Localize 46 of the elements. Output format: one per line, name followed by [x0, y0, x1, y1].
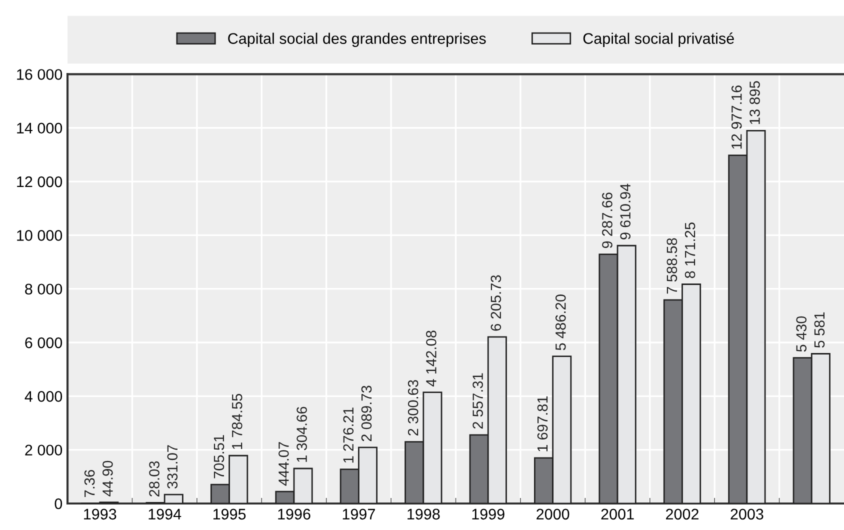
data-label: 1 697.81 — [537, 396, 548, 452]
y-tick-label: 16 000 — [17, 69, 62, 80]
x-tick-label: 1995 — [213, 508, 246, 520]
data-label: 9 287.66 — [602, 192, 612, 248]
data-label: 1 304.66 — [296, 406, 307, 462]
data-label: 28.03 — [149, 461, 160, 496]
y-tick-label: 2 000 — [25, 444, 62, 456]
data-label: 7 588.58 — [666, 238, 678, 294]
data-label: 7.36 — [84, 470, 95, 497]
y-tick-label: 10 000 — [17, 230, 62, 241]
data-label: 2 557.31 — [472, 373, 483, 429]
data-label: 8 171.25 — [684, 222, 696, 278]
data-label: 44.90 — [102, 460, 113, 496]
data-label: 705.51 — [214, 435, 224, 478]
data-label: 5 581 — [814, 312, 825, 348]
data-label: 331.07 — [167, 445, 178, 489]
data-label: 1 276.21 — [343, 408, 354, 463]
x-tick-label: 2001 — [601, 508, 634, 520]
data-label: 6 205.73 — [490, 275, 502, 331]
data-label: 5 430 — [796, 316, 806, 352]
x-tick-label: 1999 — [472, 508, 504, 520]
data-label: 5 486.20 — [555, 294, 566, 350]
data-label: 2 089.73 — [361, 386, 372, 442]
legend-label: Capital social des grandes entreprises — [228, 32, 486, 47]
data-label: 1 784.55 — [232, 394, 242, 449]
y-tick-label: 12 000 — [17, 176, 62, 188]
x-tick-label: 1994 — [148, 508, 182, 520]
data-label: 9 610.94 — [620, 184, 630, 240]
x-tick-label: 1996 — [278, 508, 310, 520]
x-tick-label: 1998 — [408, 508, 440, 520]
x-tick-label: 1997 — [342, 508, 375, 520]
data-label: 13 895 — [750, 81, 760, 124]
data-label: 4 142.08 — [426, 330, 436, 386]
legend-label: Capital social privatisé — [583, 32, 734, 47]
y-tick-label: 6 000 — [25, 337, 62, 348]
y-tick-label: 8 000 — [25, 284, 62, 295]
data-label: 444.07 — [278, 442, 289, 486]
x-tick-label: 1993 — [84, 508, 116, 520]
data-label: 12 977.16 — [731, 86, 742, 149]
y-tick-label: 14 000 — [17, 122, 62, 134]
x-tick-label: 2003 — [730, 508, 764, 520]
y-tick-label: 0 — [54, 498, 62, 510]
y-tick-label: 4 000 — [24, 391, 62, 402]
x-tick-label: 2000 — [536, 508, 570, 520]
data-label: 2 300.63 — [408, 380, 418, 436]
x-tick-label: 2002 — [666, 508, 698, 520]
